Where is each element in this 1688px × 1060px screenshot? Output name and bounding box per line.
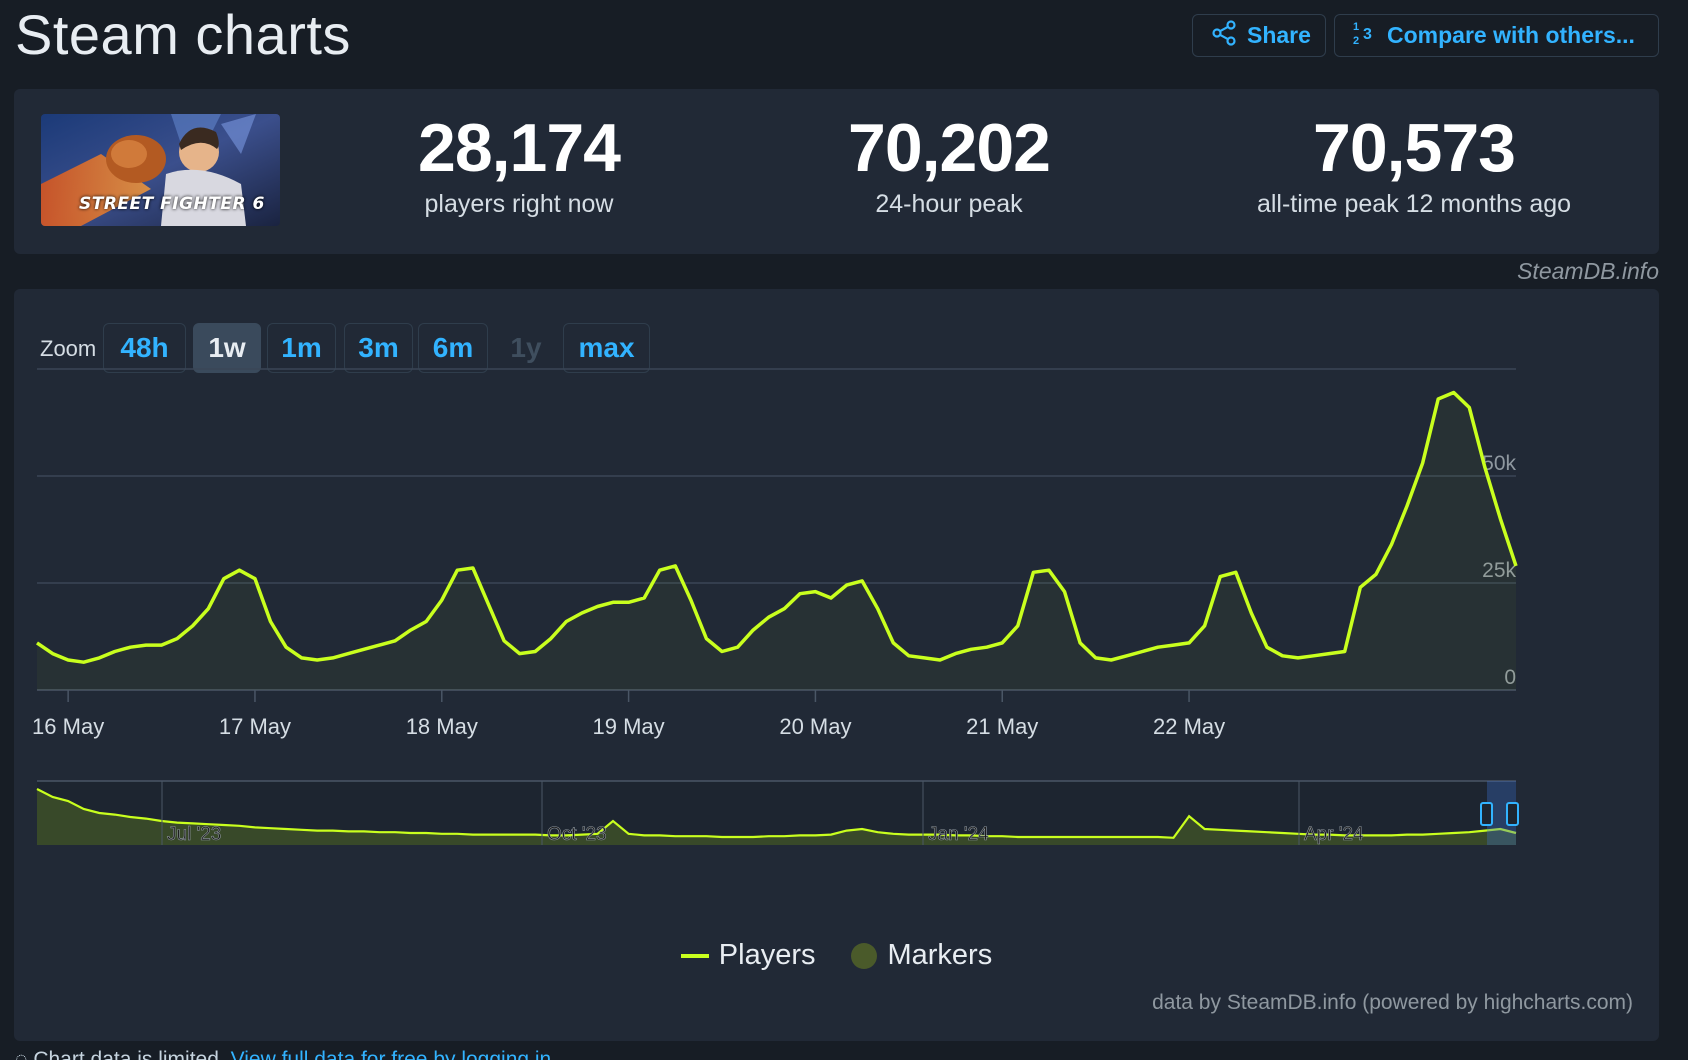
stats-card: STREET FIGHTER 6 28,174 players right no…: [14, 89, 1659, 254]
peak-24h-value: 70,202: [848, 110, 1051, 186]
x-tick-label: 21 May: [966, 714, 1038, 739]
zoom-48h-button[interactable]: 48h: [103, 323, 186, 373]
svg-text:3: 3: [1363, 26, 1372, 43]
players-line: [36, 390, 1518, 664]
data-limited-text: Chart data is limited.: [33, 1048, 225, 1060]
stat-24h-peak: 70,202 24-hour peak: [794, 107, 1104, 219]
legend-markers[interactable]: Markers: [851, 939, 992, 972]
zoom-1m-button[interactable]: 1m: [267, 323, 336, 373]
x-tick-label: 17 May: [219, 714, 291, 739]
share-button[interactable]: Share: [1192, 14, 1326, 57]
data-limited-notice: ◌ Chart data is limited. View full data …: [15, 1048, 551, 1060]
zoom-max-button[interactable]: max: [563, 323, 650, 373]
page-title: Steam charts: [15, 3, 351, 66]
peak-24h-label: 24-hour peak: [875, 190, 1023, 218]
x-tick-label: 19 May: [593, 714, 665, 739]
legend-markers-label: Markers: [887, 939, 993, 971]
svg-text:1: 1: [1353, 21, 1359, 33]
chart-legend: Players Markers: [14, 939, 1659, 972]
zoom-1w-button[interactable]: 1w: [193, 323, 261, 373]
login-link[interactable]: View full data for free by logging in: [230, 1048, 552, 1060]
navigator-tick-label: Oct '23: [547, 824, 607, 845]
current-players-label: players right now: [424, 190, 614, 218]
navigator-area: [37, 789, 1516, 845]
x-tick-label: 20 May: [779, 714, 851, 739]
legend-players-label: Players: [718, 939, 816, 971]
compare-icon: 1 2 3: [1353, 19, 1377, 53]
svg-text:2: 2: [1353, 35, 1359, 47]
stat-current-players: 28,174 players right now: [364, 107, 674, 219]
compare-label: Compare with others...: [1387, 22, 1635, 48]
y-tick-label: 50k: [1482, 452, 1516, 475]
zoom-label: Zoom: [40, 336, 97, 361]
stat-all-time-peak: 70,573 all-time peak 12 months ago: [1194, 107, 1634, 219]
zoom-3m-button[interactable]: 3m: [344, 323, 413, 373]
navigator-tick-label: Jul '23: [167, 824, 221, 845]
all-time-peak-label: all-time peak 12 months ago: [1256, 190, 1572, 218]
y-tick-label: 0: [1504, 666, 1516, 689]
navigator-handle[interactable]: [1506, 802, 1519, 826]
players-area: [37, 392, 1516, 690]
y-tick-label: 25k: [1482, 559, 1516, 582]
source-label: SteamDB.info: [1517, 258, 1659, 284]
game-logo-text: STREET FIGHTER 6: [79, 194, 265, 214]
navigator-tick-label: Jan '24: [928, 824, 989, 845]
x-tick-label: 16 May: [32, 714, 104, 739]
navigator-line: [36, 788, 1517, 839]
current-players-value: 28,174: [418, 110, 621, 186]
all-time-peak-value: 70,573: [1313, 110, 1516, 186]
info-icon: ◌: [15, 1048, 28, 1060]
players-line-icon: [680, 953, 709, 958]
compare-button[interactable]: 1 2 3 Compare with others...: [1334, 14, 1659, 57]
x-tick-label: 22 May: [1153, 714, 1225, 739]
zoom-6m-button[interactable]: 6m: [418, 323, 488, 373]
legend-players[interactable]: Players: [680, 939, 816, 972]
navigator-handle[interactable]: [1480, 802, 1493, 826]
share-label: Share: [1247, 22, 1311, 48]
navigator-tick-label: Apr '24: [1304, 824, 1364, 845]
chart-credit[interactable]: data by SteamDB.info (powered by highcha…: [1152, 991, 1633, 1014]
markers-dot-icon: [851, 942, 878, 969]
zoom-1y-button: 1y: [510, 332, 542, 363]
share-icon: [1211, 19, 1237, 52]
x-tick-label: 18 May: [406, 714, 478, 739]
player-chart[interactable]: 0 25k 50k 16 May 17 May 18 May 19 May 20 May 21 …: [14, 289, 1659, 929]
navigator-bg: [37, 781, 1516, 845]
game-logo-image[interactable]: STREET FIGHTER 6: [41, 114, 280, 226]
